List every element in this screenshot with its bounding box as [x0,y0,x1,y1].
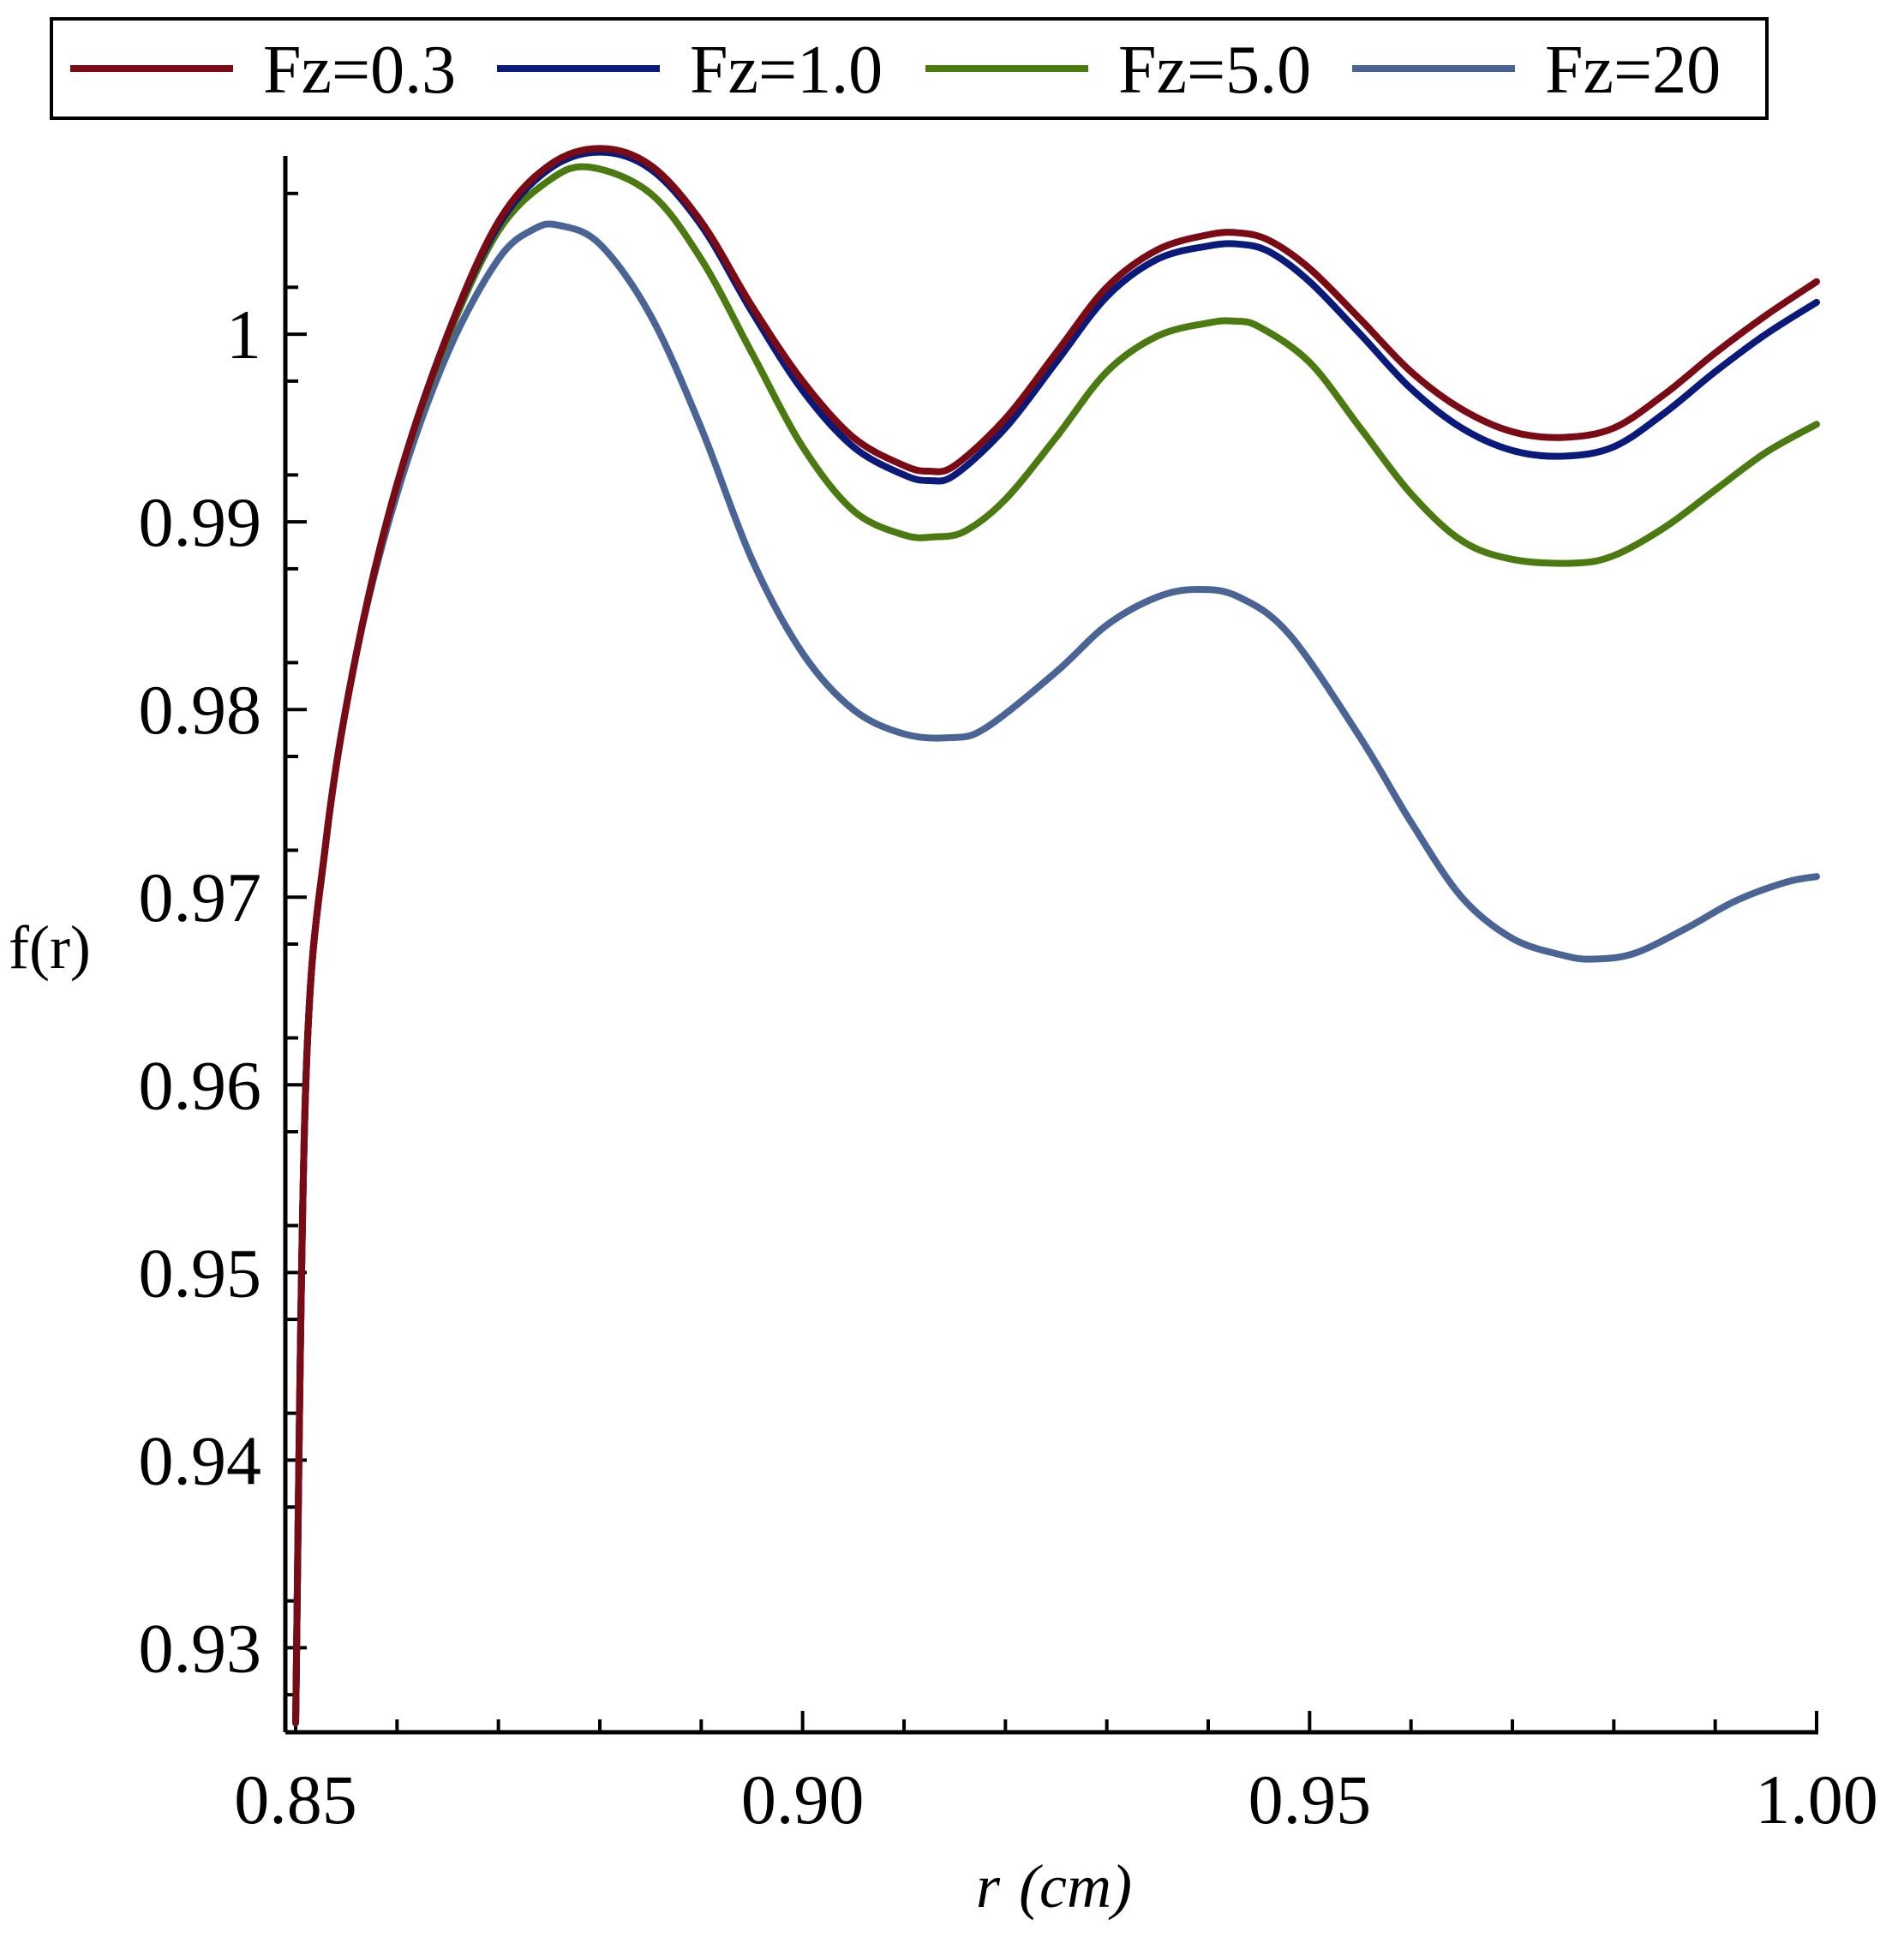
axes: 0.930.940.950.960.970.980.991 0.85 0.90 0.… [139,156,1878,1838]
legend-label: Fz=0.3 [263,33,456,108]
y-axis-title: f(r) [9,913,91,982]
x-ticks: 0.85 0.90 0.95 1.00 [234,1711,1878,1838]
legend-label: Fz=1.0 [690,33,883,108]
x-axis-title: r (cm) [976,1852,1132,1921]
y-tick-label: 0.99 [139,483,262,561]
y-tick-label: 0.98 [139,671,262,749]
x-tick-label: 0.85 [234,1761,357,1838]
x-axis-title-main: r [976,1852,1001,1921]
legend-label: Fz=5.0 [1118,33,1311,108]
x-tick-label: 0.90 [741,1761,865,1838]
series-group [292,145,1820,1727]
x-tick-label: 0.95 [1248,1761,1372,1838]
x-tick-label: 1.00 [1755,1761,1878,1838]
x-axis-title-unit: (cm) [1019,1852,1132,1921]
series-line-2 [292,148,1820,1727]
y-tick-label: 0.94 [139,1421,262,1499]
series-line-1 [292,145,1820,1727]
series-line-4 [292,220,1820,1727]
y-tick-label: 0.96 [139,1046,262,1124]
y-tick-label: 0.95 [139,1234,262,1312]
y-tick-label: 0.97 [139,858,262,936]
legend: Fz=0.3 Fz=1.0 Fz=5.0 Fz=20 [50,17,1769,120]
y-tick-label: 1 [226,296,261,374]
y-tick-label: 0.93 [139,1609,262,1687]
y-ticks: 0.93 0.94 0.95 0.96 0.97 0.98 0.99 1 [139,191,307,1697]
legend-label: Fz=20 [1545,33,1721,108]
legend-items: Fz=0.3 Fz=1.0 Fz=5.0 Fz=20 [70,33,1721,108]
series-line-3 [292,163,1820,1727]
